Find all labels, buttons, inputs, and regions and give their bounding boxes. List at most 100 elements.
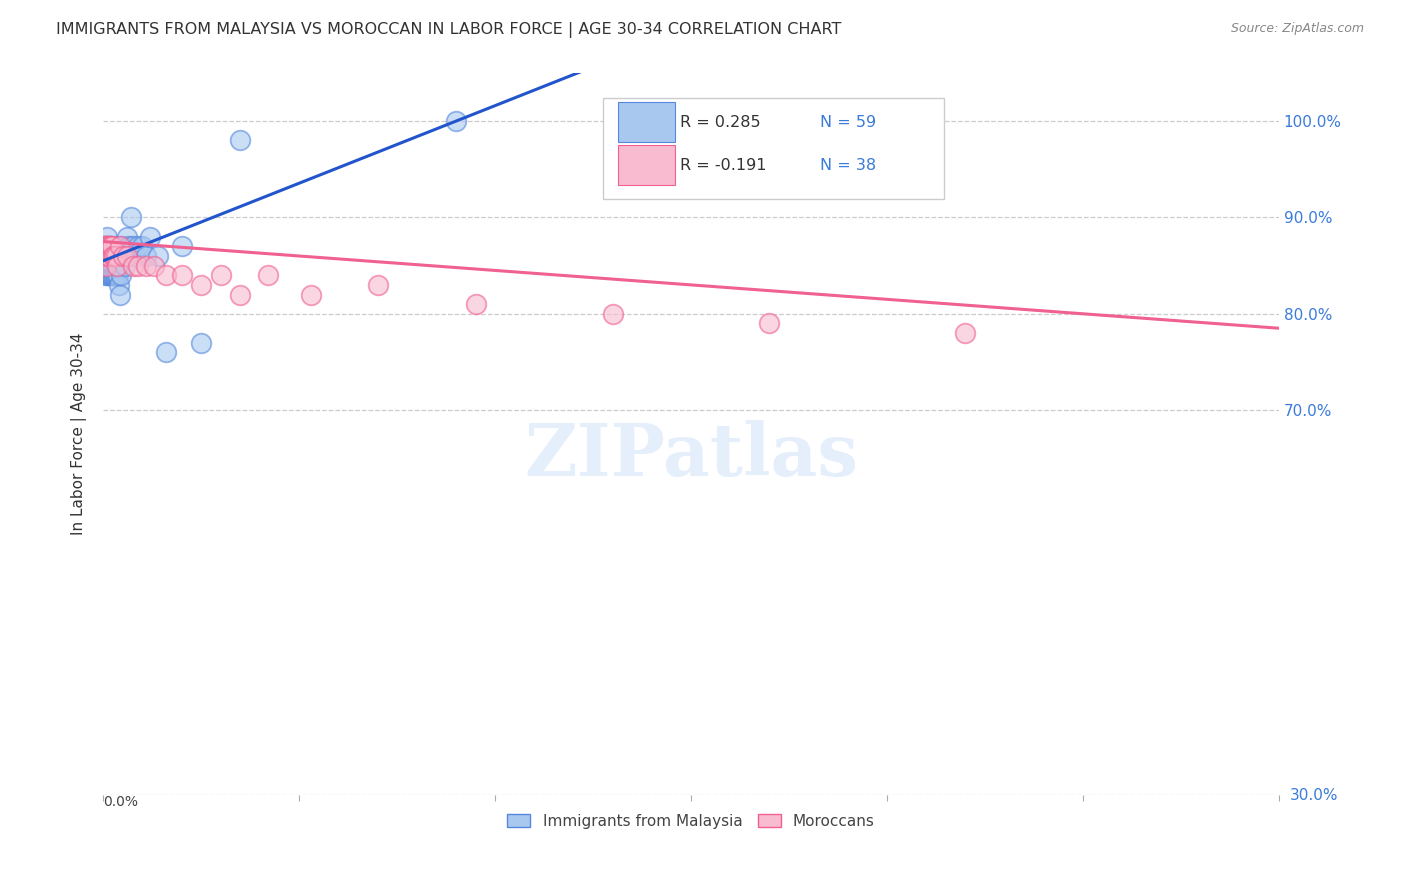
Point	[114, 259, 136, 273]
Point	[100, 259, 122, 273]
Text: N = 59: N = 59	[820, 114, 876, 129]
Point	[98, 239, 121, 253]
Text: R = 0.285: R = 0.285	[681, 114, 761, 129]
Point	[170, 268, 193, 283]
Point	[135, 259, 157, 273]
Point	[93, 239, 115, 253]
Point	[107, 259, 129, 273]
Point	[121, 259, 143, 273]
Point	[464, 297, 486, 311]
Point	[97, 268, 120, 283]
Point	[96, 239, 118, 253]
Point	[96, 239, 118, 253]
Legend: Immigrants from Malaysia, Moroccans: Immigrants from Malaysia, Moroccans	[502, 807, 880, 835]
Point	[110, 239, 132, 253]
Point	[299, 287, 322, 301]
Point	[94, 259, 117, 273]
Point	[146, 249, 169, 263]
Point	[94, 249, 117, 263]
Point	[108, 239, 131, 253]
Point	[103, 268, 125, 283]
Point	[94, 239, 117, 253]
Point	[98, 249, 121, 263]
Point	[104, 249, 127, 263]
Point	[127, 239, 149, 253]
Text: 0.0%: 0.0%	[103, 796, 138, 809]
Point	[105, 259, 128, 273]
Point	[115, 249, 138, 263]
Point	[143, 259, 166, 273]
Point	[101, 239, 124, 253]
Point	[121, 239, 143, 253]
Point	[104, 268, 127, 283]
Point	[104, 268, 127, 283]
Point	[96, 259, 118, 273]
Point	[97, 239, 120, 253]
Point	[190, 335, 212, 350]
Text: 30.0%: 30.0%	[1291, 788, 1339, 803]
Point	[111, 249, 134, 263]
Point	[955, 326, 977, 340]
Point	[97, 259, 120, 273]
Point	[101, 259, 124, 273]
Point	[118, 239, 141, 253]
FancyBboxPatch shape	[619, 145, 675, 185]
Point	[93, 249, 115, 263]
Point	[108, 287, 131, 301]
Point	[105, 268, 128, 283]
Point	[101, 259, 124, 273]
Text: IMMIGRANTS FROM MALAYSIA VS MOROCCAN IN LABOR FORCE | AGE 30-34 CORRELATION CHAR: IMMIGRANTS FROM MALAYSIA VS MOROCCAN IN …	[56, 22, 842, 38]
Point	[105, 249, 128, 263]
Point	[94, 249, 117, 263]
Point	[155, 268, 177, 283]
Point	[135, 249, 157, 263]
Point	[98, 268, 121, 283]
Point	[94, 268, 117, 283]
Point	[101, 268, 124, 283]
Point	[103, 249, 125, 263]
Point	[98, 249, 121, 263]
Point	[170, 239, 193, 253]
Point	[93, 239, 115, 253]
Point	[94, 239, 117, 253]
Point	[229, 133, 252, 147]
Point	[96, 239, 118, 253]
Point	[111, 239, 134, 253]
Point	[758, 317, 780, 331]
Point	[101, 249, 124, 263]
Point	[98, 249, 121, 263]
Point	[100, 239, 122, 253]
Point	[96, 259, 118, 273]
Point	[94, 249, 117, 263]
Point	[367, 277, 389, 292]
Point	[98, 239, 121, 253]
Point	[108, 277, 131, 292]
Point	[103, 249, 125, 263]
Point	[155, 345, 177, 359]
Point	[100, 239, 122, 253]
Point	[602, 307, 624, 321]
Text: N = 38: N = 38	[820, 158, 876, 173]
Point	[127, 259, 149, 273]
Y-axis label: In Labor Force | Age 30-34: In Labor Force | Age 30-34	[72, 333, 87, 535]
Point	[115, 229, 138, 244]
Point	[120, 211, 142, 225]
Point	[103, 268, 125, 283]
Point	[104, 249, 127, 263]
Point	[96, 229, 118, 244]
Point	[105, 259, 128, 273]
Point	[444, 114, 467, 128]
Point	[107, 268, 129, 283]
Point	[93, 239, 115, 253]
Point	[110, 268, 132, 283]
FancyBboxPatch shape	[619, 102, 675, 142]
Point	[209, 268, 232, 283]
Point	[103, 239, 125, 253]
Point	[94, 249, 117, 263]
Point	[124, 249, 146, 263]
Point	[190, 277, 212, 292]
Text: ZIPatlas: ZIPatlas	[524, 420, 858, 491]
Point	[97, 249, 120, 263]
Point	[229, 287, 252, 301]
Text: R = -0.191: R = -0.191	[681, 158, 768, 173]
